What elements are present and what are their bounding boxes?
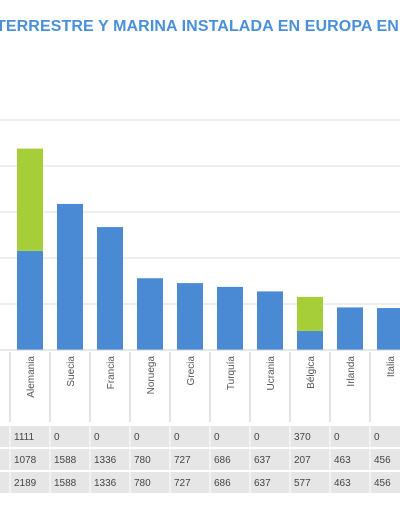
table-cell: 207 — [294, 455, 311, 466]
table-cell: 1336 — [94, 455, 117, 466]
table-cell: 1336 — [94, 478, 117, 489]
x-tick-label: Italia — [386, 356, 397, 378]
bar-bélgica-series-0 — [297, 330, 323, 350]
table-cell: 577 — [294, 478, 311, 489]
table-cell: 1588 — [54, 478, 77, 489]
table-cell: 463 — [334, 455, 351, 466]
table-cell: 1111 — [14, 432, 34, 443]
x-tick-label: Turquía — [226, 356, 237, 391]
table-cell: 686 — [214, 478, 231, 489]
table-cell: 637 — [254, 478, 271, 489]
table-cell: 727 — [174, 455, 191, 466]
table-row — [0, 426, 400, 447]
table-cell: 0 — [374, 432, 380, 443]
table-cell: 463 — [334, 478, 351, 489]
bar-irlanda-series-0 — [337, 307, 363, 350]
table-cell: 456 — [374, 455, 391, 466]
chart-title: TERRESTRE Y MARINA INSTALADA EN EUROPA E… — [0, 18, 400, 35]
table-cell: 0 — [214, 432, 220, 443]
table-cell: 0 — [254, 432, 260, 443]
x-tick-label: Alemania — [26, 356, 37, 398]
bar-turquía-series-0 — [217, 286, 243, 350]
table-cell: 0 — [334, 432, 340, 443]
bar-ucrania-series-0 — [257, 291, 283, 350]
x-tick-label: Bélgica — [306, 356, 317, 389]
table-cell: 0 — [54, 432, 60, 443]
x-tick-label: Francia — [106, 356, 117, 390]
x-tick-label: Suecia — [66, 356, 77, 387]
bars — [0, 148, 400, 351]
x-tick-label: Ucrania — [266, 356, 277, 391]
x-tick-label: Grecia — [186, 356, 197, 386]
table-cell: 780 — [134, 455, 151, 466]
x-tick-label: Irlanda — [346, 356, 357, 387]
table-cell: 686 — [214, 455, 231, 466]
table-cell: 1078 — [14, 455, 37, 466]
bar-suecia-series-0 — [57, 203, 83, 350]
table-cell: 780 — [134, 478, 151, 489]
bar-italia-series-0 — [377, 308, 400, 350]
bar-grecia-series-0 — [177, 283, 203, 350]
table-cell: 1588 — [54, 455, 77, 466]
data-table: 1111 0 0 0 0 0 0 370 0 0 1078 1588 1336 780 727 686 637 2… — [0, 426, 400, 493]
table-cell: 0 — [174, 432, 180, 443]
bar-bélgica-series-1 — [297, 296, 323, 331]
bar-francia-series-0 — [97, 227, 123, 350]
table-cell: 0 — [134, 432, 140, 443]
table-cell: 0 — [94, 432, 100, 443]
bar-alemania-series-1 — [17, 148, 43, 251]
table-cell: 637 — [254, 455, 271, 466]
x-tick-label: Noruega — [146, 356, 157, 395]
x-axis-labels: Alemania Suecia Francia Noruega Grecia Turquí… — [9, 352, 397, 422]
table-row — [0, 449, 400, 470]
table-cell: 727 — [174, 478, 191, 489]
bar-alemania-series-0 — [17, 250, 43, 350]
bar-noruega-series-0 — [137, 278, 163, 350]
table-cell: 2189 — [14, 478, 37, 489]
table-row — [0, 472, 400, 493]
table-cell: 370 — [294, 432, 311, 443]
table-cell: 456 — [374, 478, 391, 489]
